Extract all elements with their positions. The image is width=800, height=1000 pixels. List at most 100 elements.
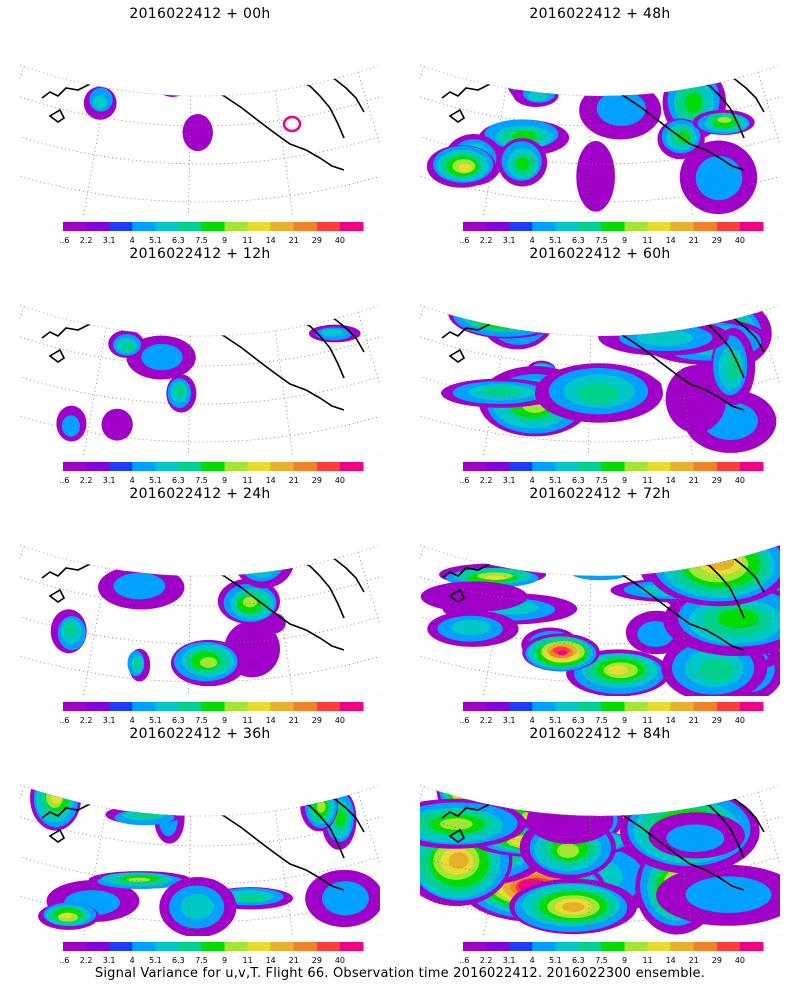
colorbar-swatch (509, 222, 533, 231)
colorbar-swatch (601, 702, 626, 711)
panel-lead-84h: 2016022412 + 84h 1.6 2.2 3.1 4 5.1 6.3 7.5 9 11 14… (400, 720, 800, 965)
variance-contour (601, 293, 614, 315)
variance-contour (650, 305, 660, 318)
colorbar-swatch (109, 702, 133, 711)
colorbar-swatch (86, 702, 110, 711)
variance-contour (574, 560, 627, 576)
variance-contour (199, 657, 218, 668)
colorbar-tick-label: 40 (735, 236, 745, 245)
colorbar-tick-label: 6.3 (572, 716, 585, 725)
panel-title: 2016022412 + 24h (129, 486, 271, 502)
longitude-line (357, 72, 380, 216)
colorbar-tick-label: 7.5 (595, 476, 608, 485)
colorbar-swatch (739, 702, 764, 711)
variance-contour (625, 308, 661, 328)
longitude-line (187, 335, 191, 456)
colorbar-tick-label: 14 (666, 236, 676, 245)
colorbar-swatch (486, 222, 510, 231)
colorbar-tick-label: 2.2 (80, 236, 93, 245)
variance-contour (623, 304, 668, 329)
variance-contour (645, 521, 687, 562)
colorbar-tick-label: 5.1 (149, 476, 162, 485)
colorbar-swatch (155, 462, 179, 471)
colorbar-swatch (463, 462, 487, 471)
colorbar-swatch (178, 462, 202, 471)
latitude-line (20, 59, 380, 165)
variance-contour (640, 292, 669, 334)
variance-contour (684, 92, 703, 113)
variance-contour (726, 353, 742, 380)
colorbar-tick-label: 2.2 (480, 236, 493, 245)
colorbar-tick-label: 6.3 (172, 476, 185, 485)
variance-contour (158, 79, 187, 97)
colorbar-tick-label: 6.3 (572, 956, 585, 965)
colorbar-swatch (178, 702, 202, 711)
colorbar-tick-label: 9 (622, 236, 627, 245)
colorbar-swatch (109, 462, 133, 471)
variance-contour (514, 46, 555, 94)
variance-contour (133, 812, 160, 819)
colorbar-swatch (178, 222, 202, 231)
longitude-line (587, 335, 591, 456)
variance-contour (647, 297, 666, 325)
colorbar-tick-label: 21 (289, 236, 299, 245)
colorbar-swatch (670, 942, 695, 951)
variance-contour (517, 765, 550, 798)
variance-contour (649, 302, 662, 320)
longitude-line (187, 815, 191, 936)
colorbar-swatch (293, 462, 318, 471)
colorbar-swatch (670, 462, 695, 471)
variance-contour (93, 95, 108, 110)
panel-title: 2016022412 + 72h (529, 486, 671, 502)
colorbar: 1.6 2.2 3.1 4 5.1 6.3 7.5 9 11 14 21 29 40 (460, 462, 764, 485)
variance-contour (643, 291, 669, 329)
colorbar-tick-label: 2.2 (80, 956, 93, 965)
coastline (159, 281, 207, 305)
colorbar-swatch (647, 222, 672, 231)
variance-contour (637, 329, 694, 347)
variance-contour (530, 60, 542, 74)
colorbar-swatch (693, 222, 718, 231)
colorbar-tick-label: 40 (335, 476, 345, 485)
variance-contour (141, 343, 183, 371)
colorbar-tick-label: 7.5 (195, 476, 208, 485)
variance-contour (719, 774, 732, 779)
coastline (159, 521, 207, 545)
colorbar-tick-label: 4 (130, 956, 135, 965)
variance-contour (498, 299, 535, 331)
colorbar-swatch (601, 462, 626, 471)
variance-contour (533, 42, 557, 71)
variance-contour (510, 754, 563, 805)
variance-contour (523, 768, 551, 795)
variance-contour (557, 650, 568, 656)
variance-contour (448, 762, 472, 801)
variance-contour (163, 291, 193, 316)
colorbar-tick-label: 40 (735, 716, 745, 725)
variance-contour (677, 131, 691, 144)
variance-contour (180, 893, 214, 920)
colorbar-swatch (270, 222, 295, 231)
colorbar-swatch (224, 702, 249, 711)
colorbar-tick-label: 29 (712, 956, 722, 965)
variance-contour (595, 276, 624, 327)
colorbar-swatch (270, 942, 295, 951)
colorbar-tick-label: 7.5 (195, 716, 208, 725)
colorbar-tick-label: 9 (222, 236, 227, 245)
variance-contour (685, 876, 772, 913)
variance-map (420, 506, 780, 696)
variance-contour (242, 596, 258, 608)
variance-contour (439, 818, 473, 830)
colorbar-tick-label: 4 (530, 476, 535, 485)
variance-contour (519, 54, 545, 85)
colorbar-swatch (670, 222, 695, 231)
variance-contour (129, 558, 145, 572)
colorbar-tick-label: 1.6 (460, 956, 469, 965)
variance-contour (690, 766, 759, 787)
colorbar-swatch (132, 942, 156, 951)
observation-marker (282, 115, 302, 133)
longitude-line (187, 575, 191, 696)
colorbar-tick-label: 29 (712, 716, 722, 725)
colorbar-swatch (201, 702, 226, 711)
colorbar-tick-label: 5.1 (149, 716, 162, 725)
colorbar-swatch (339, 942, 364, 951)
